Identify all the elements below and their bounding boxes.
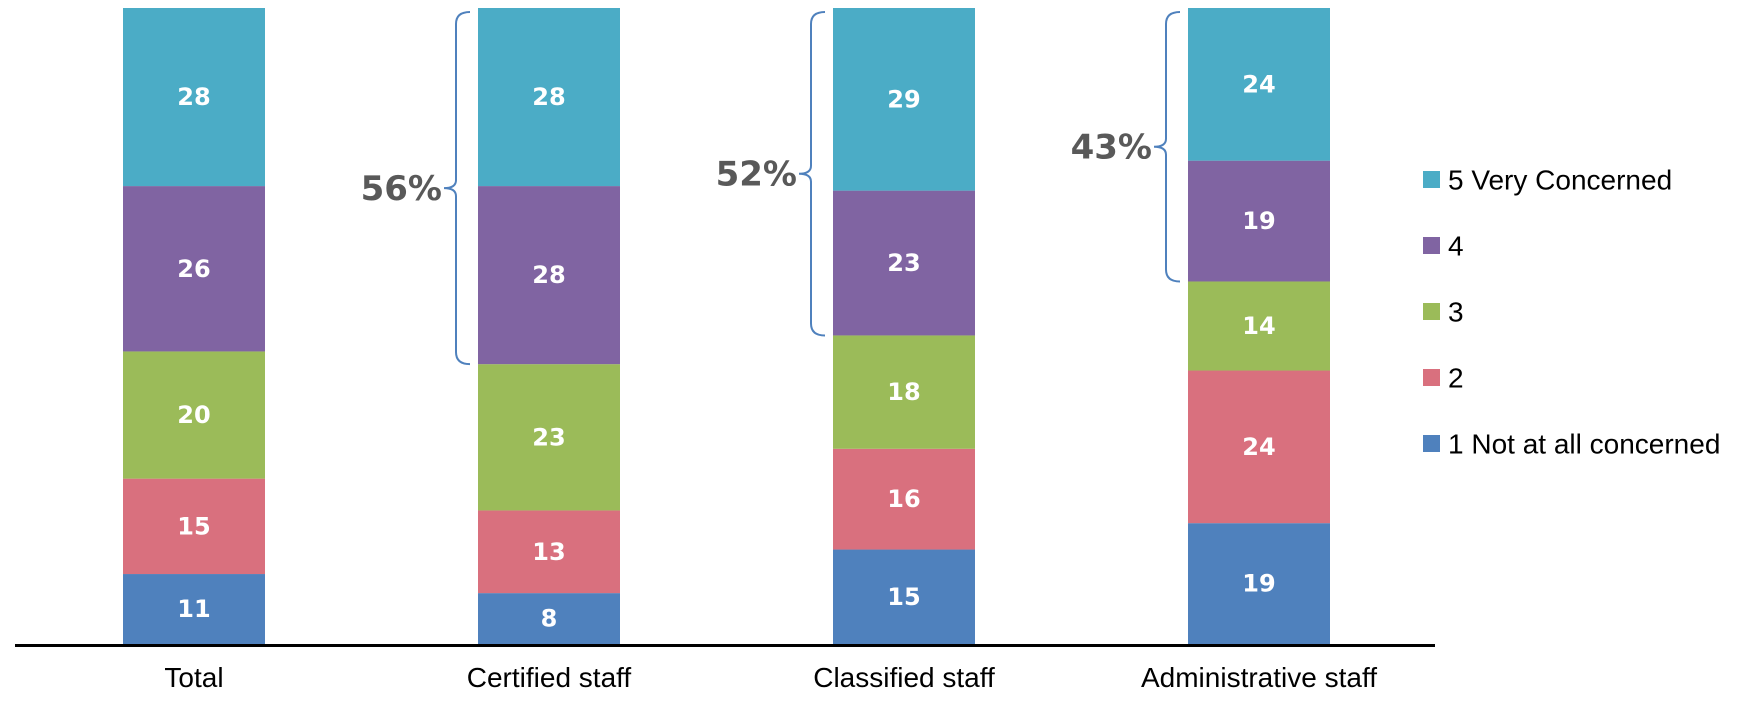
- bars-group: [123, 8, 1330, 644]
- legend: 5 Very Concerned 4 3 2 1 Not at all concerne…: [1423, 165, 1720, 460]
- data-label-certified-staff-1: 8: [541, 605, 558, 633]
- data-label-total-1: 11: [177, 595, 210, 623]
- bracket-administrative-staff: [1153, 11, 1181, 283]
- legend-swatch-1-not-at-all-concerned: [1423, 435, 1440, 452]
- bar-segment-administrative-staff-1: [1188, 523, 1330, 644]
- bar-segment-total-2: [123, 478, 265, 575]
- category-label-total: Total: [164, 662, 223, 693]
- data-label-administrative-staff-5: 24: [1242, 70, 1275, 98]
- bar-segment-certified-staff-2: [478, 510, 620, 594]
- bar-segment-administrative-staff-5: [1188, 8, 1330, 161]
- bar-segment-classified-staff-4: [833, 190, 975, 336]
- data-label-certified-staff-3: 23: [532, 423, 565, 451]
- data-label-classified-staff-1: 15: [887, 583, 920, 611]
- legend-label-2: 2: [1448, 363, 1464, 394]
- legend-swatch-5-very-concerned: [1423, 171, 1440, 188]
- data-label-administrative-staff-4: 19: [1242, 207, 1275, 235]
- bar-segment-classified-staff-3: [833, 335, 975, 449]
- bar-segment-classified-staff-2: [833, 448, 975, 550]
- bracket-label-classified-staff: 52%: [716, 155, 797, 195]
- legend-swatch-3: [1423, 303, 1440, 320]
- bracket-label-administrative-staff: 43%: [1071, 128, 1152, 168]
- category-label-certified-staff: Certified staff: [467, 662, 632, 693]
- legend-swatch-2: [1423, 369, 1440, 386]
- data-label-total-4: 26: [177, 255, 210, 283]
- data-label-administrative-staff-3: 14: [1242, 312, 1275, 340]
- data-label-classified-staff-5: 29: [887, 85, 920, 113]
- bar-segment-certified-staff-1: [478, 593, 620, 644]
- bar-segment-administrative-staff-4: [1188, 160, 1330, 282]
- data-label-total-5: 28: [177, 83, 210, 111]
- category-labels-group: Total Certified staff Classified staff Admi…: [164, 662, 1377, 693]
- bar-segment-certified-staff-3: [478, 364, 620, 511]
- data-label-total-2: 15: [177, 512, 210, 540]
- data-label-administrative-staff-2: 24: [1242, 433, 1275, 461]
- bracket-certified-staff: [443, 11, 471, 366]
- legend-label-3: 3: [1448, 297, 1464, 328]
- bracket-classified-staff: [798, 11, 826, 337]
- bar-segment-classified-staff-5: [833, 8, 975, 191]
- segment-labels-group: 11 15 20 26 28 8 13 23 28 28 15 16 18 23 29 19 24 14 19 24: [177, 70, 1275, 632]
- bar-segment-total-1: [123, 574, 265, 644]
- legend-label-1-not-at-all-concerned: 1 Not at all concerned: [1448, 429, 1720, 460]
- bar-segment-certified-staff-4: [478, 186, 620, 365]
- data-label-administrative-staff-1: 19: [1242, 570, 1275, 598]
- data-label-total-3: 20: [177, 401, 210, 429]
- data-label-certified-staff-5: 28: [532, 83, 565, 111]
- bar-segment-total-3: [123, 351, 265, 479]
- bracket-label-certified-staff: 56%: [361, 169, 442, 209]
- data-label-classified-staff-2: 16: [887, 485, 920, 513]
- legend-label-4: 4: [1448, 231, 1464, 262]
- data-label-classified-staff-4: 23: [887, 249, 920, 277]
- data-label-certified-staff-4: 28: [532, 261, 565, 289]
- legend-label-5-very-concerned: 5 Very Concerned: [1448, 165, 1672, 196]
- bar-segment-total-4: [123, 186, 265, 352]
- brackets-group: 56% 52% 43%: [361, 11, 1181, 366]
- bar-segment-classified-staff-1: [833, 549, 975, 644]
- bar-segment-certified-staff-5: [478, 8, 620, 187]
- bar-segment-administrative-staff-3: [1188, 281, 1330, 371]
- data-label-classified-staff-3: 18: [887, 378, 920, 406]
- bar-segment-administrative-staff-2: [1188, 370, 1330, 524]
- bar-segment-total-5: [123, 8, 265, 187]
- data-label-certified-staff-2: 13: [532, 538, 565, 566]
- category-label-classified-staff: Classified staff: [813, 662, 995, 693]
- category-label-administrative-staff: Administrative staff: [1141, 662, 1377, 693]
- legend-swatch-4: [1423, 237, 1440, 254]
